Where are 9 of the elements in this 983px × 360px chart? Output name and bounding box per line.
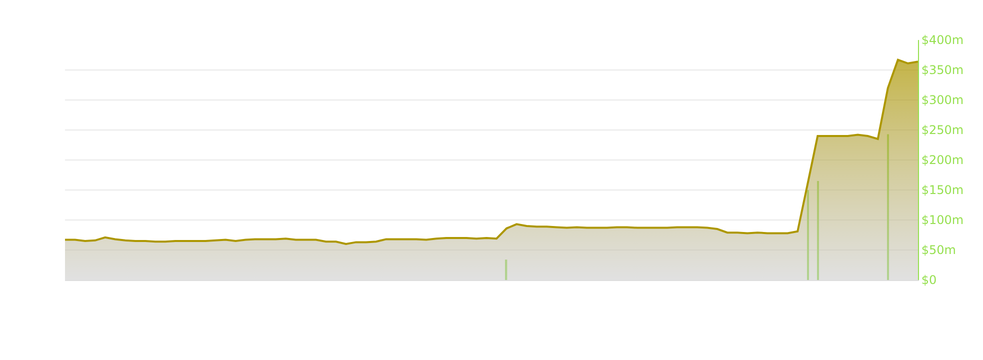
y-tick-label: $250m (921, 123, 964, 138)
y-tick-label: $400m (921, 33, 964, 48)
y-tick-label: $350m (921, 63, 964, 78)
y-tick-label: $50m (921, 243, 956, 258)
y-tick-label: $150m (921, 183, 964, 198)
y-tick-label: $200m (921, 153, 964, 168)
y-tick-label: $0 (921, 273, 937, 288)
y-tick-label: $100m (921, 213, 964, 228)
y-tick-label: $300m (921, 93, 964, 108)
